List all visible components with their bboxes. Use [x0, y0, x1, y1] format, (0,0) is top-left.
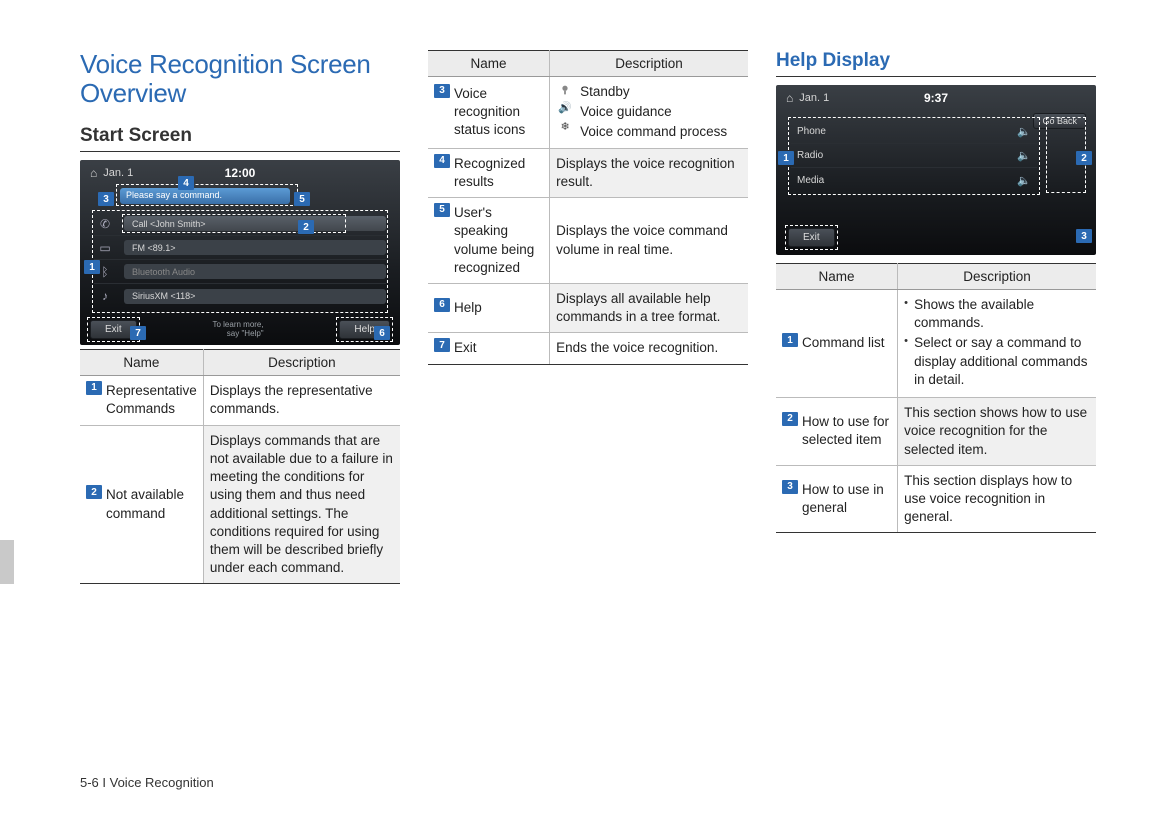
num-badge: 3 [434, 84, 450, 98]
hd-row: Media🔈 [791, 168, 1037, 192]
hd-list-group: Phone🔈 Radio🔈 Media🔈 [788, 117, 1040, 195]
page-footer: 5-6 I Voice Recognition [80, 775, 214, 790]
th-desc: Description [550, 51, 748, 77]
th-name: Name [776, 264, 898, 290]
start-screen-tbody: 1 Representative CommandsDisplays the rep… [80, 376, 400, 584]
mock-hint: To learn more, say "Help" [212, 321, 263, 339]
speaker-icon: 🔈 [1017, 174, 1031, 187]
row-desc: This section shows how to use voice reco… [898, 398, 1096, 466]
row-desc: Displays the representative commands. [203, 376, 400, 425]
row-name: How to use for selected item [802, 413, 891, 449]
start-screen-table: Name Description 1 Representative Command… [80, 349, 400, 584]
home-icon: ⌂ [90, 166, 97, 180]
column-3: Help Display ⌂ Jan. 1 9:37 Go Back Phone… [776, 50, 1096, 584]
hd-tbody: 1 Command list Shows the available command… [776, 290, 1096, 533]
th-name: Name [80, 350, 203, 376]
home-icon: ⌂ [786, 91, 793, 105]
row-name: Exit [454, 339, 477, 357]
row-desc: Displays the voice recognition result. [550, 148, 748, 197]
row-name: User's speaking volume being recognized [454, 204, 543, 277]
th-desc: Description [203, 350, 400, 376]
row-desc: Displays the voice command volume in rea… [550, 198, 748, 284]
row-desc: Displays all available help commands in … [550, 283, 748, 332]
th-desc: Description [898, 264, 1096, 290]
th-name: Name [428, 51, 550, 77]
row-desc: This section displays how to use voice r… [898, 465, 1096, 533]
mock-prompt: Please say a command. [120, 188, 290, 204]
row-name: Representative Commands [106, 382, 197, 418]
num-badge: 7 [434, 338, 450, 352]
callout-6: 6 [374, 326, 390, 340]
help-display-table: Name Description 1 Command list Shows the … [776, 263, 1096, 533]
num-badge: 4 [434, 154, 450, 168]
callout-3: 3 [98, 192, 114, 206]
column-2: Name Description 3 Voice recognition stat… [428, 50, 748, 584]
mid-table: Name Description 3 Voice recognition stat… [428, 50, 748, 365]
mock-clock: 12:00 [225, 166, 256, 180]
num-badge: 2 [86, 485, 102, 499]
hd-date: Jan. 1 [799, 92, 829, 104]
callout-7: 7 [130, 326, 146, 340]
help-display-heading: Help Display [776, 50, 1096, 77]
num-badge: 6 [434, 298, 450, 312]
hd-row: Radio🔈 [791, 144, 1037, 168]
row-desc: 🔊❄StandbyVoice guidanceVoice command pro… [550, 77, 748, 149]
row-name: Command list [802, 334, 885, 352]
row-desc: Shows the available commands.Select or s… [898, 290, 1096, 398]
page-title: Voice Recognition Screen Overview [80, 50, 400, 107]
help-display-mock: ⌂ Jan. 1 9:37 Go Back Phone🔈 Radio🔈 Medi… [776, 85, 1096, 255]
num-badge: 3 [782, 480, 798, 494]
row-desc: Ends the voice recognition. [550, 333, 748, 364]
start-screen-heading: Start Screen [80, 125, 400, 152]
row-name: How to use in general [802, 481, 891, 517]
row-desc: Displays commands that are not available… [203, 425, 400, 584]
callout-4: 4 [178, 176, 194, 190]
hd-exit-dashed [785, 225, 838, 250]
speaker-icon: 🔈 [1017, 149, 1031, 162]
page-columns: Voice Recognition Screen Overview Start … [80, 50, 1104, 584]
hd-callout-1: 1 [778, 151, 794, 165]
num-badge: 2 [782, 412, 798, 426]
hd-callout-3: 3 [1076, 229, 1092, 243]
row-name: Voice recognition status icons [454, 85, 543, 140]
callout-5: 5 [294, 192, 310, 206]
row-name: Help [454, 299, 482, 317]
start-screen-mock: ⌂ Jan. 1 12:00 Please say a command. ✆ C… [80, 160, 400, 345]
num-badge: 1 [782, 333, 798, 347]
row-name: Recognized results [454, 155, 543, 191]
num-badge: 5 [434, 203, 450, 217]
mid-tbody: 3 Voice recognition status icons🔊❄Standby… [428, 77, 748, 365]
callout-1: 1 [84, 260, 100, 274]
page-side-tab [0, 540, 14, 584]
hd-row: Phone🔈 [791, 120, 1037, 144]
column-1: Voice Recognition Screen Overview Start … [80, 50, 400, 584]
hd-clock: 9:37 [924, 91, 948, 105]
num-badge: 1 [86, 381, 102, 395]
hd-callout-2: 2 [1076, 151, 1092, 165]
row-name: Not available command [106, 486, 197, 522]
mock-date: Jan. 1 [103, 167, 133, 179]
speaker-icon: 🔈 [1017, 125, 1031, 138]
callout-2: 2 [298, 220, 314, 234]
mock-command-list: ✆ Call <John Smith> ▭ FM <89.1> ᛒ Blueto… [94, 212, 386, 311]
